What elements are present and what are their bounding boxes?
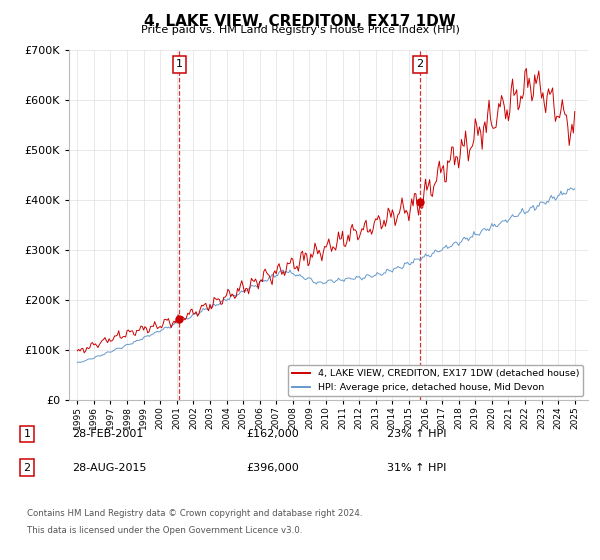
Text: £162,000: £162,000 [246,429,299,439]
Text: 28-FEB-2001: 28-FEB-2001 [72,429,143,439]
Text: 2: 2 [23,463,31,473]
Text: This data is licensed under the Open Government Licence v3.0.: This data is licensed under the Open Gov… [27,526,302,535]
Text: 31% ↑ HPI: 31% ↑ HPI [387,463,446,473]
Text: Price paid vs. HM Land Registry's House Price Index (HPI): Price paid vs. HM Land Registry's House … [140,25,460,35]
Text: 2: 2 [416,59,424,69]
Text: 1: 1 [176,59,183,69]
Text: £396,000: £396,000 [246,463,299,473]
Text: 4, LAKE VIEW, CREDITON, EX17 1DW: 4, LAKE VIEW, CREDITON, EX17 1DW [144,14,456,29]
Text: 23% ↑ HPI: 23% ↑ HPI [387,429,446,439]
Legend: 4, LAKE VIEW, CREDITON, EX17 1DW (detached house), HPI: Average price, detached : 4, LAKE VIEW, CREDITON, EX17 1DW (detach… [288,366,583,396]
Text: Contains HM Land Registry data © Crown copyright and database right 2024.: Contains HM Land Registry data © Crown c… [27,509,362,518]
Text: 28-AUG-2015: 28-AUG-2015 [72,463,146,473]
Text: 1: 1 [23,429,31,439]
